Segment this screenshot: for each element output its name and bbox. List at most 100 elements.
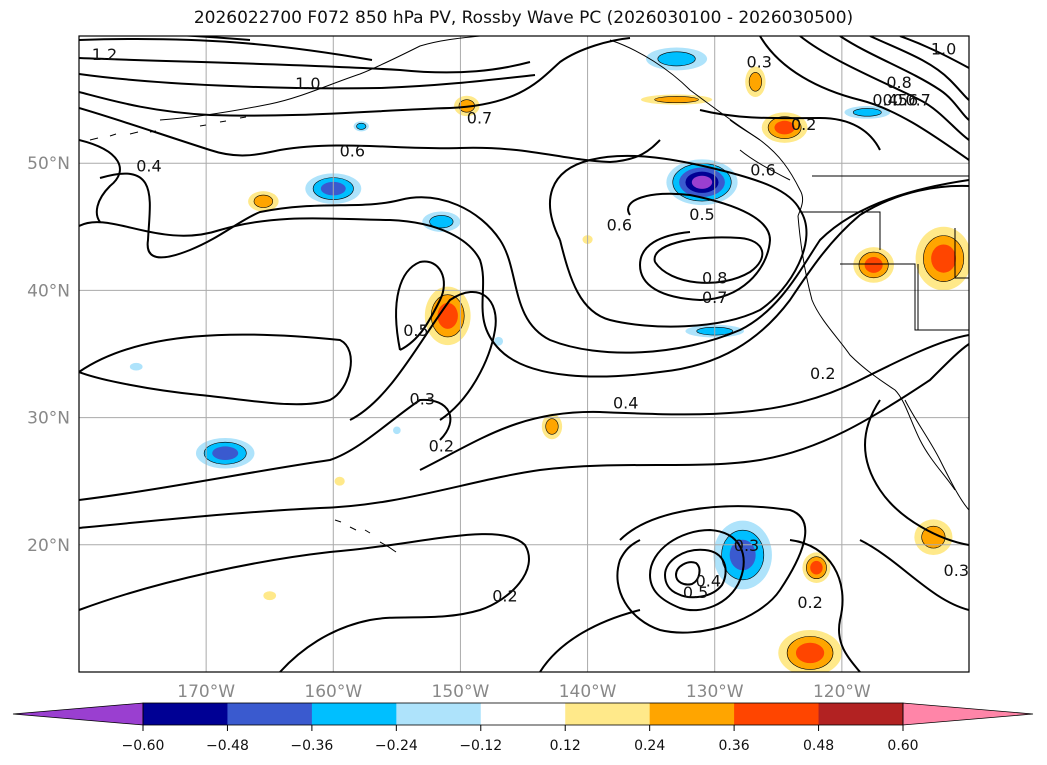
positive-pc-anomaly: [915, 226, 969, 291]
longitude-tick-label: 150°W: [432, 682, 490, 702]
contour-label: 0.4: [696, 571, 721, 590]
colorbar-segment: [734, 703, 820, 725]
pv-contour: [699, 109, 881, 151]
negative-pc-anomaly: [195, 437, 255, 469]
contour-label: 0.4: [136, 157, 161, 176]
negative-pc-anomaly: [844, 105, 891, 119]
pv-contour: [349, 290, 497, 421]
contour-label: 0.7: [905, 91, 930, 110]
longitude-tick-label: 160°W: [304, 682, 362, 702]
colorbar-tick-label: −0.24: [375, 738, 418, 754]
pc-shading-layer: [129, 47, 969, 672]
longitude-tick-label: 140°W: [559, 682, 617, 702]
contour-label: 0.6: [750, 161, 775, 180]
pv-contours: [79, 36, 969, 672]
contour-label: 0.3: [944, 561, 969, 580]
contour-label: 0.2: [429, 437, 454, 456]
pv-contour: [99, 172, 969, 354]
colorbar-segment: [565, 703, 651, 725]
colorbar-segment: [396, 703, 482, 725]
positive-pc-anomaly: [334, 476, 345, 486]
shading-level: [657, 51, 696, 67]
coastlines: [89, 36, 969, 553]
positive-pc-anomaly: [745, 66, 766, 98]
shading-level: [429, 215, 454, 229]
state-border-or-wa: [800, 211, 881, 250]
hawaiian-islands: [334, 519, 397, 553]
colorbar: −0.60 −0.48 −0.36 −0.24 −0.12 0.12 0.24 0.36 0.4…: [12, 702, 1034, 754]
longitude-tick-labels: 170°W 160°W 150°W 140°W 130°W 120°W: [177, 682, 871, 702]
shading-level: [494, 336, 504, 346]
pv-contour: [859, 539, 969, 611]
shading-level: [810, 560, 823, 575]
contour-label: 0.7: [467, 108, 492, 127]
latitude-tick-label: 40°N: [27, 281, 70, 301]
negative-pc-anomaly: [646, 47, 708, 71]
pv-contour: [759, 36, 969, 161]
pv-contour: [79, 533, 530, 672]
contour-label: 0.4: [613, 393, 638, 412]
contour-label: 1.0: [295, 74, 320, 93]
map-frame: [78, 35, 970, 673]
shading-level: [852, 108, 882, 117]
shading-level: [212, 446, 239, 460]
pv-contour: [653, 236, 764, 284]
contour-label: 0.5: [403, 321, 428, 340]
aleutian-islands: [89, 116, 247, 141]
state-border-ca-or: [840, 263, 969, 331]
pv-contour: [539, 609, 641, 672]
longitude-tick-label: 130°W: [686, 682, 744, 702]
contour-label: 0.6: [893, 91, 918, 110]
shading-level: [654, 96, 699, 104]
pv-contour: [675, 561, 701, 586]
shading-level: [864, 257, 883, 273]
pv-contour: [79, 107, 661, 164]
negative-pc-anomaly: [353, 121, 369, 132]
contour-label: 0.2: [492, 587, 517, 606]
shading-level: [263, 591, 277, 601]
pv-contour: [79, 37, 373, 61]
colorbar-segments: [143, 703, 904, 725]
colorbar-tick-label: 0.24: [634, 738, 665, 754]
gridlines: [79, 36, 969, 672]
contour-label: 0.3: [734, 536, 759, 555]
colorbar-segment: [227, 703, 313, 725]
colorbar-tick-label: 0.48: [803, 738, 834, 754]
pv-contour: [616, 505, 807, 634]
pv-contour: [79, 37, 631, 117]
colorbar-tick-label: 0.60: [887, 738, 918, 754]
pv-contour: [79, 139, 121, 223]
pv-contour: [649, 528, 745, 612]
shading-level: [921, 525, 946, 549]
colorbar-segment: [480, 703, 566, 725]
positive-pc-anomaly: [424, 286, 471, 346]
positive-pc-anomaly: [853, 247, 894, 283]
contour-label: 0.5: [883, 91, 908, 110]
negative-pc-anomaly: [393, 426, 401, 435]
colorbar-right-arrow: [902, 702, 1034, 726]
shading-level: [931, 244, 957, 273]
negative-pc-anomaly: [494, 336, 504, 346]
latitude-tick-label: 50°N: [27, 154, 70, 174]
pv-contour: [864, 399, 969, 546]
positive-pc-anomaly: [248, 191, 279, 212]
colorbar-left-arrow: [12, 702, 144, 726]
contour-label: 0.7: [702, 288, 727, 307]
longitude-tick-label: 120°W: [813, 682, 871, 702]
pv-contour: [799, 36, 969, 141]
pv-contour: [79, 57, 531, 74]
pv-contour: [395, 260, 445, 351]
pv-contour: [899, 36, 969, 69]
contour-label: 0.5: [689, 205, 714, 224]
shading-level: [356, 122, 367, 130]
contour-label: 0.6: [607, 215, 632, 234]
colorbar-frame: [142, 702, 904, 726]
contour-label: 0.2: [810, 364, 835, 383]
positive-pc-anomaly: [761, 112, 808, 143]
pv-contour: [664, 548, 727, 599]
alaska-coast: [159, 36, 481, 121]
colorbar-segment: [649, 703, 735, 725]
pv-contour: [549, 154, 808, 328]
latitude-tick-label: 20°N: [27, 536, 70, 556]
